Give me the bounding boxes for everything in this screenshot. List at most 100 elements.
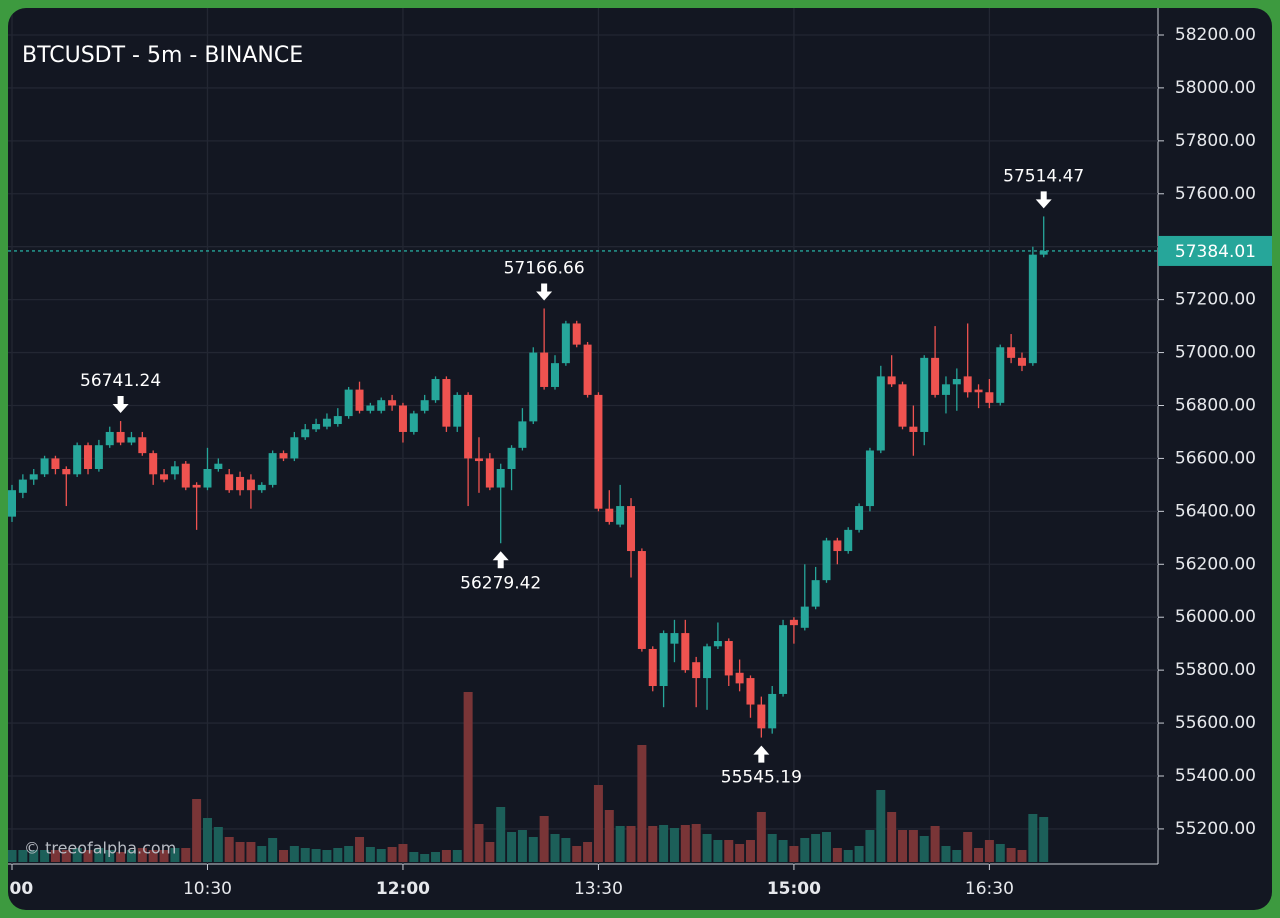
- candle-body: [485, 458, 494, 488]
- y-tick-label: 55800.00: [1175, 660, 1256, 680]
- volume-bar: [159, 850, 169, 862]
- volume-bar: [887, 812, 897, 862]
- candle-body: [887, 376, 896, 385]
- volume-bar: [930, 826, 940, 862]
- candle-body: [203, 469, 212, 488]
- volume-bar: [713, 840, 723, 862]
- candle-body: [865, 450, 874, 507]
- x-tick-label: 16:30: [965, 879, 1014, 899]
- volume-bar: [735, 844, 745, 862]
- volume-bar: [767, 834, 777, 862]
- x-tick-label: 13:30: [574, 879, 623, 899]
- y-tick-label: 57200.00: [1175, 290, 1256, 310]
- volume-bar: [257, 846, 267, 862]
- volume-bar: [431, 852, 441, 862]
- chart-title: BTCUSDT - 5m - BINANCE: [22, 43, 303, 68]
- x-tick-label: 10:30: [183, 879, 232, 899]
- volume-bar: [344, 846, 354, 862]
- candle-body: [236, 476, 245, 491]
- candle-body: [898, 384, 907, 427]
- y-tick-label: 58200.00: [1175, 25, 1256, 45]
- volume-bar: [202, 818, 212, 862]
- y-tick-label: 57600.00: [1175, 184, 1256, 204]
- volume-bar: [105, 850, 115, 862]
- volume-bar: [637, 745, 647, 862]
- candle-body: [779, 625, 788, 694]
- candle-body: [138, 437, 147, 454]
- candle-body: [225, 474, 234, 491]
- volume-bar: [745, 840, 755, 862]
- volume-bar: [61, 850, 71, 862]
- candle-body: [170, 466, 179, 475]
- candle-body: [431, 379, 440, 401]
- volume-bar: [1017, 850, 1027, 862]
- candle-body: [768, 693, 777, 729]
- candle-body: [301, 429, 310, 438]
- y-tick-label: 58000.00: [1175, 78, 1256, 98]
- candle-body: [583, 344, 592, 395]
- candle-body: [735, 672, 744, 684]
- candle-body: [681, 633, 690, 671]
- candle-body: [1039, 250, 1048, 255]
- y-tick-label: 56400.00: [1175, 501, 1256, 521]
- y-tick-label: 56800.00: [1175, 395, 1256, 415]
- candle-body: [670, 633, 679, 644]
- candle-body: [909, 426, 918, 432]
- candle-body: [333, 416, 342, 425]
- volume-bar: [192, 799, 202, 862]
- volume-bar: [170, 848, 180, 862]
- candle-body: [616, 506, 625, 525]
- candle-body: [855, 506, 864, 530]
- candle-body: [996, 347, 1005, 403]
- candle-body: [181, 463, 190, 488]
- candle-body: [659, 633, 668, 687]
- candle-body: [453, 394, 462, 427]
- volume-bar: [908, 830, 918, 862]
- candle-body: [876, 376, 885, 451]
- volume-bar: [691, 824, 701, 862]
- candle-body: [952, 379, 961, 385]
- volume-bar: [680, 825, 690, 862]
- candle-body: [800, 606, 809, 628]
- volume-bar: [626, 826, 636, 862]
- volume-bar: [148, 850, 158, 862]
- volume-bar: [181, 848, 191, 862]
- candle-body: [344, 389, 353, 417]
- candle-body: [127, 437, 136, 443]
- marker-arrow: [492, 551, 509, 569]
- candle-body: [312, 424, 321, 430]
- volume-bar: [593, 785, 603, 862]
- volume-bar: [72, 848, 82, 862]
- volume-bar: [398, 844, 408, 862]
- candle-body: [844, 529, 853, 552]
- volume-bar: [365, 847, 375, 862]
- candle-body: [18, 479, 27, 493]
- candle-body: [62, 469, 71, 475]
- volume-bar: [822, 832, 831, 862]
- volume-bar: [539, 816, 549, 862]
- volume-bar: [778, 840, 788, 862]
- candle-body: [561, 323, 570, 364]
- volume-bar: [18, 850, 28, 862]
- volume-bar: [311, 849, 321, 862]
- x-tick-label: 15:00: [767, 879, 821, 899]
- candle-body: [551, 363, 559, 387]
- volume-bar: [572, 846, 582, 862]
- candle-body: [268, 453, 277, 485]
- volume-bar: [116, 852, 126, 862]
- candle-body: [594, 394, 603, 509]
- volume-bar: [865, 830, 875, 862]
- candle-body: [442, 379, 451, 427]
- candle-body: [746, 678, 755, 705]
- candle-body: [366, 405, 375, 411]
- candle-body: [8, 490, 16, 517]
- volume-bar: [648, 826, 658, 862]
- candle-body: [192, 484, 201, 488]
- candle-body: [1007, 347, 1016, 358]
- volume-bar: [29, 850, 39, 862]
- volume-bar: [126, 850, 136, 862]
- candle-body: [160, 474, 169, 480]
- marker-label: 57514.47: [1003, 166, 1084, 186]
- marker-label: 56741.24: [80, 371, 161, 391]
